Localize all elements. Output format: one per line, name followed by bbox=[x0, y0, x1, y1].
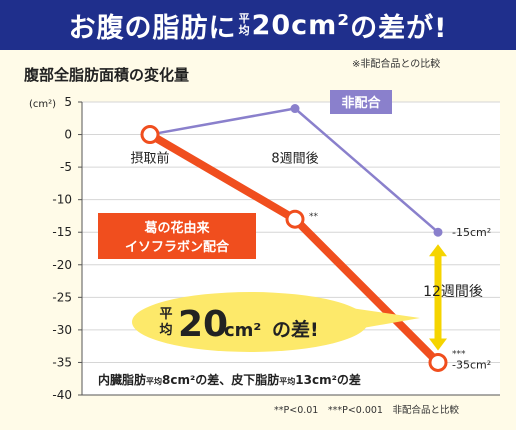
x-label-8weeks: 8週間後 bbox=[271, 152, 318, 167]
fat-breakdown-note: 内臓脂肪平均8cm²の差、皮下脂肪平均13cm²の差 bbox=[98, 372, 361, 387]
headline-average-mark: 平 均 bbox=[239, 13, 250, 37]
comparison-note: ※非配合品との比較 bbox=[352, 59, 441, 70]
callout-bubble bbox=[132, 292, 368, 352]
point-combined bbox=[428, 352, 448, 372]
y-tick-label: -5 bbox=[60, 160, 72, 174]
gap-arrow-head-up bbox=[429, 244, 447, 257]
headline-post: の差が! bbox=[350, 12, 448, 44]
y-tick-label: -25 bbox=[52, 290, 72, 304]
callout-value: 20 bbox=[178, 304, 228, 345]
footnote: **P<0.01 ***P<0.001 非配合品と比較 bbox=[274, 405, 459, 416]
end-label-non-combined: -15cm² bbox=[452, 226, 491, 239]
headline-average-top: 平 bbox=[238, 12, 250, 25]
note-part: 平均 bbox=[146, 376, 162, 386]
significance-marker: ** bbox=[309, 212, 319, 222]
legend-label-combined-1: 葛の花由来 bbox=[143, 220, 210, 236]
y-axis-unit: (cm²) bbox=[29, 99, 56, 110]
chart-title: 腹部全脂肪面積の変化量 bbox=[24, 66, 190, 84]
y-tick-label: 0 bbox=[64, 128, 72, 142]
point-combined bbox=[285, 209, 305, 229]
y-tick-label: 5 bbox=[64, 95, 72, 109]
x-label-before: 摂取前 bbox=[130, 151, 169, 167]
callout-average-top: 平 bbox=[159, 307, 172, 322]
headline-value: 20cm² bbox=[251, 9, 351, 41]
y-tick-label: -40 bbox=[52, 388, 72, 402]
headline-average-bottom: 均 bbox=[238, 24, 250, 37]
legend-box-combined bbox=[98, 213, 256, 259]
note-part: 8cm²の差、皮下脂肪 bbox=[162, 372, 279, 387]
callout-average-bottom: 均 bbox=[159, 322, 172, 338]
x-label-12weeks: 12週間後 bbox=[423, 284, 483, 300]
y-tick-label: -30 bbox=[52, 323, 72, 337]
point-non-combined bbox=[290, 104, 300, 114]
note-part: 13cm²の差 bbox=[295, 372, 361, 387]
legend-label-non-combined: 非配合 bbox=[341, 95, 381, 111]
legend-label-combined-2: イソフラボン配合 bbox=[125, 239, 230, 255]
y-tick-label: -15 bbox=[52, 225, 72, 239]
y-tick-label: -20 bbox=[52, 258, 72, 272]
point-non-combined bbox=[433, 227, 443, 237]
significance-marker: *** bbox=[452, 349, 466, 359]
headline-pre: お腹の脂肪に bbox=[68, 12, 237, 44]
headline-banner: お腹の脂肪に 平 均 20cm² の差が! bbox=[0, 0, 516, 50]
legend-box-non-combined bbox=[330, 90, 392, 114]
y-tick-label: -35 bbox=[52, 355, 72, 369]
note-part: 内臓脂肪 bbox=[98, 372, 146, 387]
end-label-combined: -35cm² bbox=[452, 358, 491, 371]
callout-suffix: の差! bbox=[272, 318, 319, 341]
y-tick-label: -10 bbox=[52, 193, 72, 207]
note-part: 平均 bbox=[279, 376, 295, 386]
callout-unit: cm² bbox=[224, 320, 261, 341]
gap-arrow-head-down bbox=[429, 338, 447, 351]
point-combined bbox=[140, 125, 160, 145]
